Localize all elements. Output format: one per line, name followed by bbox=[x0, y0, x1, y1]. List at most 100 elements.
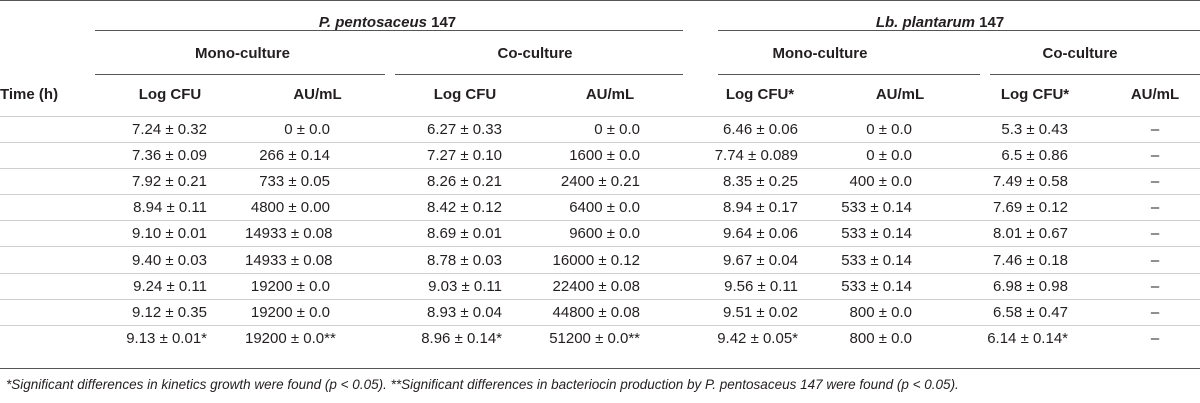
table-cell: 7.49 ± 0.58 bbox=[960, 168, 1110, 196]
table-row: 7.92 ± 0.21 733 ± 0.05 8.26 ± 0.21 2400 ± 0… bbox=[0, 168, 1200, 196]
table-cell: 533 ± 0.14 bbox=[840, 246, 960, 274]
table-cell: 9.42 ± 0.05* bbox=[717, 330, 798, 348]
table-cell: 8.94 ± 0.11 bbox=[95, 194, 245, 222]
column-header: AU/mL bbox=[245, 74, 390, 117]
cell-time bbox=[0, 273, 95, 300]
subgroup-rule-mono-2 bbox=[718, 74, 980, 75]
table-cell: 8.96 ± 0.14* bbox=[421, 330, 502, 348]
table-cell: – bbox=[1110, 273, 1200, 300]
table-cell: – bbox=[1110, 142, 1200, 169]
table-cell: 7.74 ± 0.089 bbox=[680, 142, 840, 169]
table-cell: 733 ± 0.05 bbox=[245, 168, 390, 196]
species-name: P. pentosaceus bbox=[318, 13, 427, 31]
group-header-plantarum: Lb. plantarum 147 bbox=[680, 0, 1200, 32]
subgroup-rule-co-1 bbox=[395, 74, 683, 75]
table-cell: 22400 ± 0.08 bbox=[540, 273, 680, 300]
table-cell: – bbox=[1110, 299, 1200, 327]
cell-time bbox=[0, 194, 95, 222]
table-cell: 800 ± 0.0 bbox=[840, 299, 960, 327]
subgroup-header-mono: Mono-culture bbox=[772, 44, 868, 62]
table-row: 8.94 ± 0.11 4800 ± 0.00 8.42 ± 0.12 6400 ± … bbox=[0, 194, 1200, 222]
table-cell: 9.56 ± 0.11 bbox=[680, 273, 840, 300]
table-cell: – bbox=[1110, 220, 1200, 248]
table-cell: 800 ± 0.0 bbox=[849, 330, 912, 348]
column-header: Log CFU* bbox=[680, 74, 840, 117]
table-cell: 8.26 ± 0.21 bbox=[390, 168, 540, 196]
cell-time bbox=[0, 116, 95, 143]
subgroup-rule-mono-1 bbox=[95, 74, 385, 75]
table-cell: 6.5 ± 0.86 bbox=[960, 142, 1110, 169]
table-cell: 6.46 ± 0.06 bbox=[680, 116, 840, 143]
cell-time bbox=[0, 168, 95, 196]
table-cell: 9.10 ± 0.01 bbox=[95, 220, 245, 248]
table-cell: 9.64 ± 0.06 bbox=[680, 220, 840, 248]
cell-time bbox=[0, 326, 95, 352]
column-header: AU/mL bbox=[540, 74, 680, 117]
column-header: AU/mL bbox=[840, 74, 960, 117]
table-cell: 0 ± 0.0 bbox=[245, 116, 390, 143]
table-cell: 533 ± 0.14 bbox=[840, 194, 960, 222]
column-header: AU/mL bbox=[1110, 74, 1200, 117]
cell-time bbox=[0, 299, 95, 327]
species-name: Lb. plantarum bbox=[875, 13, 975, 31]
table-cell: 19200 ± 0.0** bbox=[245, 330, 336, 348]
table-cell: 9.67 ± 0.04 bbox=[680, 246, 840, 274]
cell-time bbox=[0, 220, 95, 248]
table-cell: – bbox=[1110, 194, 1200, 222]
table-cell: 8.01 ± 0.67 bbox=[960, 220, 1110, 248]
column-header: Log CFU bbox=[390, 74, 540, 117]
table-cell: 6400 ± 0.0 bbox=[540, 194, 680, 222]
subgroup-header-mono: Mono-culture bbox=[195, 44, 290, 62]
table-cell: – bbox=[1150, 330, 1160, 348]
table-cell: – bbox=[1110, 168, 1200, 196]
table-cell: 400 ± 0.0 bbox=[840, 168, 960, 196]
table-cell: 19200 ± 0.0 bbox=[245, 273, 390, 300]
table-cell: 14933 ± 0.08 bbox=[245, 246, 390, 274]
table-row: 9.10 ± 0.01 14933 ± 0.08 8.69 ± 0.01 9600 ±… bbox=[0, 220, 1200, 248]
table-cell: 8.69 ± 0.01 bbox=[390, 220, 540, 248]
table-cell: 51200 ± 0.0** bbox=[549, 330, 640, 348]
table-cell: 7.69 ± 0.12 bbox=[960, 194, 1110, 222]
table-cell: 44800 ± 0.08 bbox=[540, 299, 680, 327]
table-row: 7.24 ± 0.32 0 ± 0.0 6.27 ± 0.33 0 ± 0.0 6.46… bbox=[0, 116, 1200, 143]
table-cell: 7.24 ± 0.32 bbox=[95, 116, 245, 143]
table-bottom-rule bbox=[0, 368, 1200, 369]
table-cell: 6.27 ± 0.33 bbox=[390, 116, 540, 143]
table-cell: 7.27 ± 0.10 bbox=[390, 142, 540, 169]
table-cell: – bbox=[1110, 246, 1200, 274]
table-cell: 8.78 ± 0.03 bbox=[390, 246, 540, 274]
column-header: Log CFU bbox=[95, 74, 245, 117]
table-cell: 7.92 ± 0.21 bbox=[95, 168, 245, 196]
table-cell: 8.94 ± 0.17 bbox=[680, 194, 840, 222]
table-cell: 9.40 ± 0.03 bbox=[95, 246, 245, 274]
strain-number: 147 bbox=[979, 13, 1005, 31]
table-cell: 9.12 ± 0.35 bbox=[95, 299, 245, 327]
group-rule-pentosaceus bbox=[95, 30, 683, 31]
results-table: P. pentosaceus 147 Lb. plantarum 147 Mon… bbox=[0, 0, 1200, 352]
table-body: 7.24 ± 0.32 0 ± 0.0 6.27 ± 0.33 0 ± 0.0 6.46… bbox=[0, 116, 1200, 352]
column-header-time: Time (h) bbox=[0, 74, 95, 117]
table-cell: 8.42 ± 0.12 bbox=[390, 194, 540, 222]
subgroup-header-co: Co-culture bbox=[1042, 44, 1118, 62]
table-cell: 16000 ± 0.12 bbox=[540, 246, 680, 274]
table-cell: 6.98 ± 0.98 bbox=[960, 273, 1110, 300]
subgroup-header-co: Co-culture bbox=[497, 44, 573, 62]
group-rule-plantarum bbox=[718, 30, 1200, 31]
table-cell: 9.24 ± 0.11 bbox=[95, 273, 245, 300]
table-row: 9.13 ± 0.01* 19200 ± 0.0** 8.96 ± 0.14* 512… bbox=[0, 326, 1200, 352]
table-cell: 8.35 ± 0.25 bbox=[680, 168, 840, 196]
table-cell: 0 ± 0.0 bbox=[540, 116, 680, 143]
table-footnote: *Significant differences in kinetics gro… bbox=[6, 377, 959, 392]
table-cell: 7.46 ± 0.18 bbox=[960, 246, 1110, 274]
strain-number: 147 bbox=[431, 13, 457, 31]
cell-time bbox=[0, 142, 95, 169]
table-cell: 1600 ± 0.0 bbox=[540, 142, 680, 169]
table-row: 7.36 ± 0.09 266 ± 0.14 7.27 ± 0.10 1600 ± 0… bbox=[0, 142, 1200, 169]
group-header-pentosaceus: P. pentosaceus 147 bbox=[95, 0, 680, 32]
table-cell: 9.51 ± 0.02 bbox=[680, 299, 840, 327]
table-cell: 266 ± 0.14 bbox=[245, 142, 390, 169]
table-row: 9.40 ± 0.03 14933 ± 0.08 8.78 ± 0.03 16000 … bbox=[0, 246, 1200, 274]
table-cell: 8.93 ± 0.04 bbox=[390, 299, 540, 327]
table-cell: 0 ± 0.0 bbox=[840, 116, 960, 143]
